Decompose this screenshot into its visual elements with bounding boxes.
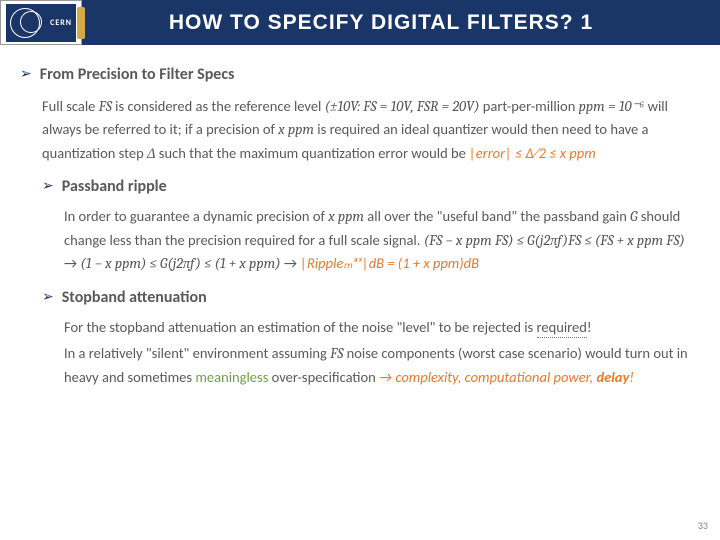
section-3-heading: Stopband attenuation	[62, 286, 207, 310]
slide-title: HOW TO SPECIFY DIGITAL FILTERS? 1	[82, 11, 720, 35]
bullet-icon: ➢	[42, 286, 54, 308]
ripple-formula: |Rippleₘₐₓ|dB = (1 + x ppm)dB	[300, 254, 479, 272]
bullet-icon: ➢	[20, 63, 32, 85]
meaningless-text: meaningless	[195, 368, 268, 386]
section-3-heading-row: ➢ Stopband attenuation	[20, 286, 700, 310]
section-2-heading-row: ➢ Passband ripple	[20, 175, 700, 199]
bullet-icon: ➢	[42, 175, 54, 197]
section-2-para: In order to guarantee a dynamic precisio…	[20, 205, 700, 275]
section-1-heading-row: ➢ From Precision to Filter Specs	[20, 63, 700, 87]
section-3-para-2: In a relatively "silent" environment ass…	[20, 342, 700, 388]
section-1-heading: From Precision to Filter Specs	[40, 63, 235, 87]
slide-header: CERN HOW TO SPECIFY DIGITAL FILTERS? 1	[0, 0, 720, 45]
logo-text: CERN	[50, 18, 72, 28]
slide-content: ➢ From Precision to Filter Specs Full sc…	[0, 45, 720, 388]
section-1-para: Full scale FS is considered as the refer…	[20, 95, 700, 165]
page-number: 33	[698, 519, 708, 532]
delay-text: delay	[596, 368, 629, 386]
underlined-required: required	[537, 318, 587, 338]
error-formula: |error| ≤ Δ⁄2 ≤ x ppm	[469, 144, 596, 162]
section-2-heading: Passband ripple	[62, 175, 167, 199]
cern-logo: CERN	[0, 0, 82, 45]
section-3-para-1: For the stopband attenuation an estimati…	[20, 316, 700, 338]
complexity-text: complexity, computational power,	[392, 368, 596, 386]
